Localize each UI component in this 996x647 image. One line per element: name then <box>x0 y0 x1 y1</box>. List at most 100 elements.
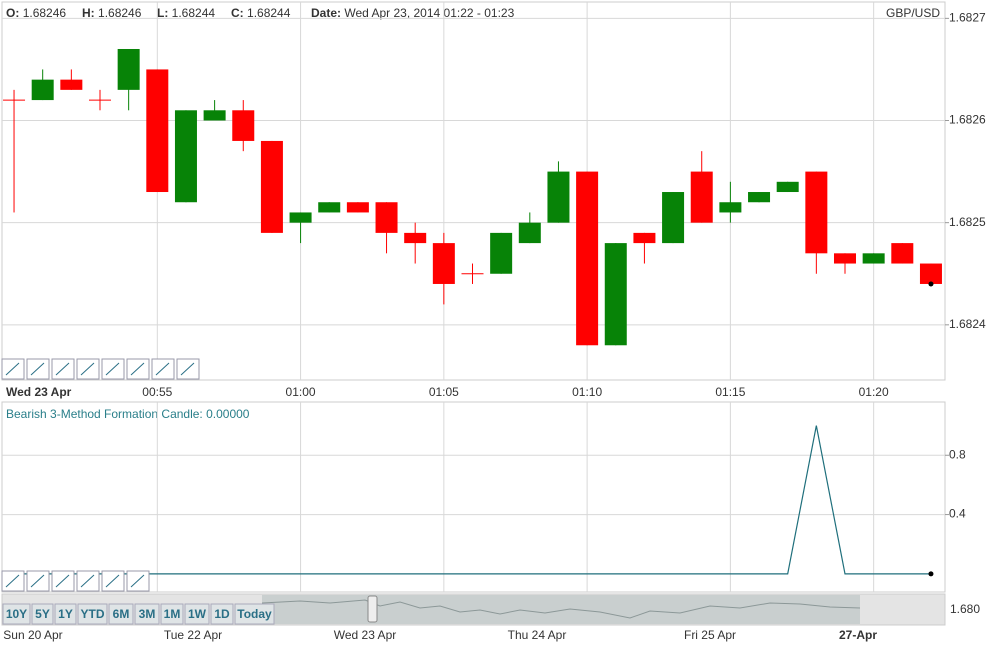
tool-button[interactable] <box>126 570 150 592</box>
candle-body <box>490 232 513 274</box>
tool-button[interactable] <box>26 570 50 592</box>
candle-body <box>833 253 856 264</box>
range-button-label[interactable]: YTD <box>81 607 105 621</box>
tool-button[interactable] <box>151 358 175 380</box>
x-tick-label: 01:10 <box>572 385 602 399</box>
x-tick-label: 01:20 <box>859 385 889 399</box>
tool-button[interactable] <box>51 358 75 380</box>
range-button-label[interactable]: 5Y <box>35 607 50 621</box>
range-button[interactable]: 6M <box>108 603 134 625</box>
range-button-frame[interactable] <box>2 603 31 625</box>
range-button-frame[interactable] <box>77 603 108 625</box>
indicator-line <box>14 425 931 575</box>
range-button-frame[interactable] <box>134 603 160 625</box>
ohlc-value: 1.68244 <box>247 6 291 20</box>
candle-body <box>203 110 226 121</box>
range-button-label[interactable]: 1M <box>164 607 181 621</box>
date-value: Wed Apr 23, 2014 01:22 - 01:23 <box>344 6 514 20</box>
navigator-date: 27-Apr <box>839 628 877 642</box>
candle-body <box>318 202 341 213</box>
range-button[interactable]: 1W <box>184 603 210 625</box>
tool-button[interactable] <box>101 570 125 592</box>
tool-button-icon <box>80 362 95 376</box>
candle-body <box>547 171 570 223</box>
range-button[interactable]: 3M <box>134 603 160 625</box>
ohlc-header: C: 1.68244 <box>231 6 291 20</box>
range-button[interactable]: 10Y <box>2 603 31 625</box>
range-button-label[interactable]: Today <box>237 607 272 621</box>
range-button-frame[interactable] <box>54 603 77 625</box>
ohlc-value: 1.68246 <box>98 6 142 20</box>
x-tick-label: 01:00 <box>286 385 316 399</box>
range-button[interactable]: Today <box>234 603 275 625</box>
ohlc-label: H: <box>82 6 95 20</box>
candle-body <box>633 232 656 244</box>
navigator-window[interactable] <box>262 595 860 624</box>
range-button[interactable]: 1M <box>160 603 184 625</box>
tool-button[interactable] <box>101 358 125 380</box>
navigator-handle[interactable] <box>367 595 378 623</box>
y-tick-label: 1.6827 <box>949 11 986 25</box>
range-button-label[interactable]: 1D <box>214 607 230 621</box>
range-button[interactable]: 5Y <box>31 603 54 625</box>
tool-button[interactable] <box>51 570 75 592</box>
ohlc-header: H: 1.68246 <box>82 6 142 20</box>
ohlc-header: O: 1.68246 <box>6 6 66 20</box>
range-button-label[interactable]: 10Y <box>6 607 27 621</box>
y-tick-label: 1.6824 <box>949 317 986 331</box>
candle-body <box>260 140 283 233</box>
candle-body <box>289 212 312 223</box>
candle-body <box>432 243 455 284</box>
tool-button-icon <box>105 362 120 376</box>
tool-button-icon <box>55 362 70 376</box>
tool-button-icon <box>180 362 195 376</box>
tool-button[interactable] <box>1 358 25 380</box>
symbol: GBP/USD <box>886 6 940 20</box>
candle-body <box>117 48 140 90</box>
navigator-date: Wed 23 Apr <box>334 628 396 642</box>
ohlc-label: O: <box>6 6 19 20</box>
range-button-label[interactable]: 1Y <box>58 607 73 621</box>
y-tick-label: 1.6825 <box>949 215 986 229</box>
navigator-price: 1.680 <box>950 602 980 616</box>
range-button[interactable]: 1D <box>210 603 234 625</box>
range-button-frame[interactable] <box>184 603 210 625</box>
range-button-frame[interactable] <box>210 603 234 625</box>
range-button-label[interactable]: 1W <box>188 607 207 621</box>
x-date-label: Wed 23 Apr <box>6 385 72 399</box>
range-button-frame[interactable] <box>234 603 275 625</box>
ohlc-label: C: <box>231 6 244 20</box>
navigator-date: Sun 20 Apr <box>3 628 62 642</box>
range-button-label[interactable]: 6M <box>113 607 130 621</box>
tool-button-icon <box>5 574 20 588</box>
candle-body <box>776 181 799 193</box>
tool-button[interactable] <box>176 358 200 380</box>
range-button-frame[interactable] <box>160 603 184 625</box>
range-button-frame[interactable] <box>108 603 134 625</box>
x-tick-label: 00:55 <box>142 385 172 399</box>
ohlc-value: 1.68244 <box>172 6 216 20</box>
tool-button[interactable] <box>1 570 25 592</box>
y-tick-label: 0.8 <box>949 447 966 461</box>
range-button[interactable]: 1Y <box>54 603 77 625</box>
range-button-frame[interactable] <box>31 603 54 625</box>
candle-body <box>719 202 742 213</box>
y-tick-label: 1.6826 <box>949 113 986 127</box>
tool-button-icon <box>55 574 70 588</box>
candle-body <box>346 202 369 213</box>
candle-body <box>690 171 713 223</box>
tool-button[interactable] <box>126 358 150 380</box>
ohlc-header: L: 1.68244 <box>157 6 215 20</box>
range-button[interactable]: YTD <box>77 603 108 625</box>
tool-button-icon <box>130 362 145 376</box>
last-marker <box>928 281 934 287</box>
range-button-label[interactable]: 3M <box>139 607 156 621</box>
tool-button[interactable] <box>76 570 100 592</box>
tool-button-icon <box>105 574 120 588</box>
tool-button-icon <box>5 362 20 376</box>
candle-body <box>662 192 685 244</box>
tool-button[interactable] <box>76 358 100 380</box>
tool-button[interactable] <box>26 358 50 380</box>
x-tick-label: 01:05 <box>429 385 459 399</box>
